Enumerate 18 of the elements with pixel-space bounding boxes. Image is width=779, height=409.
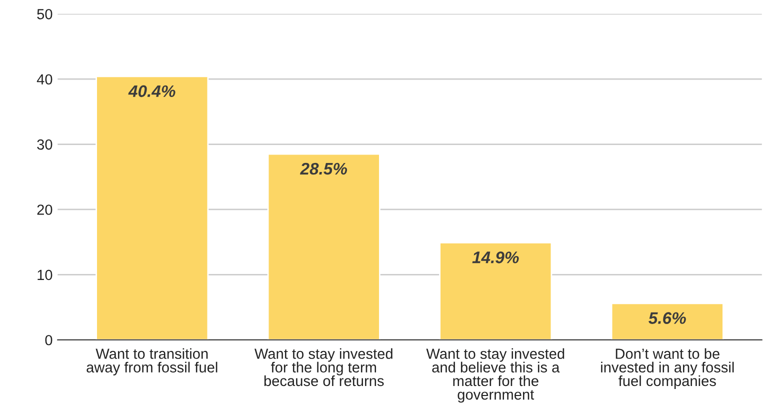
bar xyxy=(267,153,380,340)
data-label: 40.4% xyxy=(128,85,176,98)
y-tick-label: 20 xyxy=(37,204,52,215)
bar xyxy=(610,302,724,340)
data-label: 28.5% xyxy=(300,162,348,175)
y-tick-label: 0 xyxy=(45,334,52,346)
y-tick-label: 40 xyxy=(36,74,52,85)
data-label: 5.6% xyxy=(648,312,686,324)
bar xyxy=(439,242,552,340)
y-tick-label: 50 xyxy=(37,9,52,20)
x-tick-label: Want to stay invested and believe this is a matter for the government xyxy=(426,348,564,403)
y-tick-label: 10 xyxy=(38,270,52,280)
bar xyxy=(96,76,209,340)
x-tick-label: Want to stay invested for the long term because of returns xyxy=(254,348,392,386)
x-tick-label: Want to transition away from fossil fuel xyxy=(86,348,218,376)
data-label: 14.9% xyxy=(472,252,519,264)
x-tick-label: Don’t want to be invested in any fossil fuel companies xyxy=(601,348,734,389)
y-tick-label: 30 xyxy=(37,139,52,150)
